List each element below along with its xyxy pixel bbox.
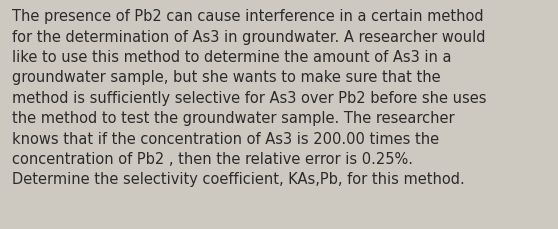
Text: The presence of Pb2 can cause interference in a certain method
for the determina: The presence of Pb2 can cause interferen…: [12, 9, 487, 187]
